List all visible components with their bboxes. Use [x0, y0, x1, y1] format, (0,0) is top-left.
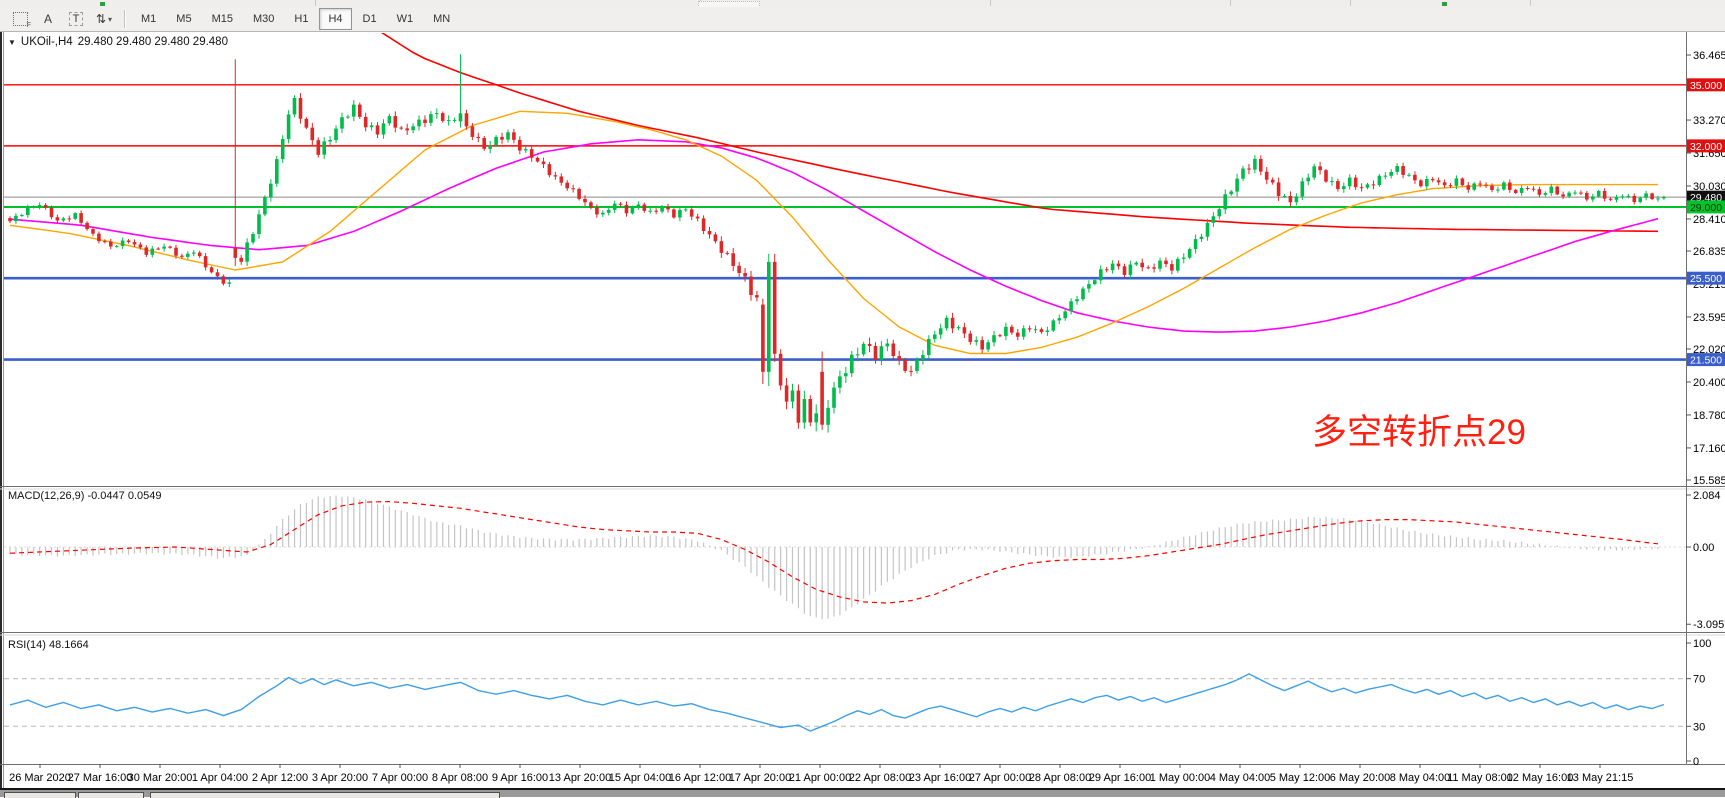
toolbar-separator: [315, 0, 316, 6]
svg-text:8 May 04:00: 8 May 04:00: [1390, 772, 1451, 784]
svg-text:17.160: 17.160: [1693, 443, 1725, 455]
svg-text:4 May 04:00: 4 May 04:00: [1210, 772, 1271, 784]
cursor-style-tool-button[interactable]: ⇅ ▾: [92, 9, 116, 29]
rsi-pane: [4, 673, 1686, 732]
svg-text:70: 70: [1693, 674, 1705, 686]
svg-text:28 Apr 08:00: 28 Apr 08:00: [1029, 772, 1091, 784]
chart-tab[interactable]: [78, 792, 144, 798]
svg-text:-3.0957: -3.0957: [1693, 619, 1725, 631]
bottom-tab-strip: [0, 788, 1725, 798]
svg-text:23 Apr 16:00: 23 Apr 16:00: [909, 772, 971, 784]
crosshair-f-label: F: [26, 22, 31, 29]
svg-text:35.000: 35.000: [1690, 80, 1722, 92]
status-green-marker: [1442, 2, 1447, 6]
svg-text:22.020: 22.020: [1693, 344, 1725, 356]
svg-text:15.585: 15.585: [1693, 475, 1725, 487]
svg-text:15 Apr 04:00: 15 Apr 04:00: [609, 772, 671, 784]
timeframe-button-w1[interactable]: W1: [396, 13, 414, 25]
text-t-icon: T: [68, 12, 84, 26]
price-axis: 36.46533.27031.65030.03028.41026.83525.2…: [1686, 50, 1725, 768]
svg-text:21 Apr 00:00: 21 Apr 00:00: [789, 772, 851, 784]
svg-text:29 Apr 16:00: 29 Apr 16:00: [1089, 772, 1151, 784]
status-green-marker: [100, 2, 105, 6]
chart-toolbar: F A T ⇅ ▾ M1 M5 M15 M30 H1 H4 D1 W1 MN: [0, 7, 1725, 32]
svg-text:29.000: 29.000: [1690, 202, 1722, 214]
svg-text:26.835: 26.835: [1693, 246, 1725, 258]
svg-text:17 Apr 20:00: 17 Apr 20:00: [729, 772, 791, 784]
svg-text:18.780: 18.780: [1693, 410, 1725, 422]
ohlc-values: 29.480 29.480 29.480 29.480: [77, 36, 228, 48]
macd-indicator-label: MACD(12,26,9) -0.0447 0.0549: [8, 490, 162, 502]
timeframe-button-mn[interactable]: MN: [433, 13, 451, 25]
svg-text:1 May 00:00: 1 May 00:00: [1150, 772, 1211, 784]
svg-text:28.410: 28.410: [1693, 214, 1725, 226]
svg-text:0.00: 0.00: [1693, 542, 1714, 554]
svg-text:20.400: 20.400: [1693, 377, 1725, 389]
svg-text:2.084: 2.084: [1693, 490, 1721, 502]
svg-text:13 May 21:15: 13 May 21:15: [1567, 772, 1634, 784]
timeframe-button-m30[interactable]: M30: [252, 13, 275, 25]
svg-text:26 Mar 2020: 26 Mar 2020: [9, 772, 71, 784]
text-a-icon: A: [43, 12, 52, 26]
svg-text:0: 0: [1693, 756, 1699, 768]
crosshair-tool-button[interactable]: F: [8, 9, 32, 29]
svg-text:21.500: 21.500: [1690, 355, 1722, 367]
toolbar-separator: [124, 10, 125, 28]
svg-text:27 Mar 16:00: 27 Mar 16:00: [68, 772, 133, 784]
svg-text:9 Apr 16:00: 9 Apr 16:00: [492, 772, 548, 784]
chart-annotation-text[interactable]: 多空转折点29: [1312, 413, 1526, 452]
svg-text:33.270: 33.270: [1693, 115, 1725, 127]
svg-text:11 May 08:00: 11 May 08:00: [1447, 772, 1513, 784]
timeframe-button-m5[interactable]: M5: [176, 13, 192, 25]
chart-tab[interactable]: [4, 792, 76, 798]
svg-text:12 May 16:00: 12 May 16:00: [1507, 772, 1574, 784]
arrows-icon: ⇅: [95, 12, 107, 26]
text-label-tool-button[interactable]: T: [64, 9, 88, 29]
svg-text:30.030: 30.030: [1693, 181, 1725, 193]
svg-text:3 Apr 20:00: 3 Apr 20:00: [312, 772, 368, 784]
svg-text:36.465: 36.465: [1693, 50, 1725, 62]
chart-symbol-title[interactable]: ▼ UKOil-,H4 29.480 29.480 29.480 29.480: [8, 36, 228, 48]
svg-text:2 Apr 12:00: 2 Apr 12:00: [252, 772, 308, 784]
toolbar-separator: [990, 0, 991, 6]
symbol-period-label: UKOil-,H4: [20, 36, 73, 48]
toolbar-separator: [1230, 0, 1231, 6]
svg-text:25.500: 25.500: [1690, 273, 1722, 285]
svg-text:30 Mar 20:00: 30 Mar 20:00: [128, 772, 193, 784]
timeframe-button-m15[interactable]: M15: [211, 13, 233, 25]
svg-text:23.595: 23.595: [1693, 312, 1725, 324]
svg-text:30: 30: [1693, 721, 1705, 733]
chevron-down-icon: ▾: [108, 14, 113, 24]
svg-text:27 Apr 00:00: 27 Apr 00:00: [969, 772, 1031, 784]
svg-text:1 Apr 04:00: 1 Apr 04:00: [192, 772, 248, 784]
toolbar-separator: [1530, 0, 1531, 6]
svg-text:13 Apr 20:00: 13 Apr 20:00: [549, 772, 611, 784]
toolbar-separator: [1350, 0, 1351, 6]
svg-text:5 May 12:00: 5 May 12:00: [1270, 772, 1331, 784]
timeframe-button-h1[interactable]: H1: [294, 13, 309, 25]
chart-tab[interactable]: [150, 792, 500, 798]
svg-text:100: 100: [1693, 638, 1711, 650]
svg-text:7 Apr 00:00: 7 Apr 00:00: [372, 772, 428, 784]
main-price-pane: [4, 33, 1686, 433]
svg-text:16 Apr 12:00: 16 Apr 12:00: [669, 772, 731, 784]
text-tool-button[interactable]: A: [36, 9, 60, 29]
svg-text:8 Apr 08:00: 8 Apr 08:00: [432, 772, 488, 784]
timeframe-button-h4[interactable]: H4: [319, 8, 352, 30]
timeframe-button-d1[interactable]: D1: [362, 13, 377, 25]
crosshair-icon: [12, 12, 28, 26]
svg-text:6 May 20:00: 6 May 20:00: [1330, 772, 1391, 784]
svg-text:32.000: 32.000: [1690, 141, 1722, 153]
svg-text:22 Apr 08:00: 22 Apr 08:00: [849, 772, 911, 784]
rsi-indicator-label: RSI(14) 48.1664: [8, 639, 89, 651]
timeframe-button-group: M1 M5 M15 M30 H1 H4 D1 W1 MN: [131, 8, 460, 30]
macd-pane: [4, 495, 1686, 620]
timeframe-button-m1[interactable]: M1: [141, 13, 157, 25]
symbol-dropdown-icon[interactable]: ▼: [8, 37, 16, 47]
